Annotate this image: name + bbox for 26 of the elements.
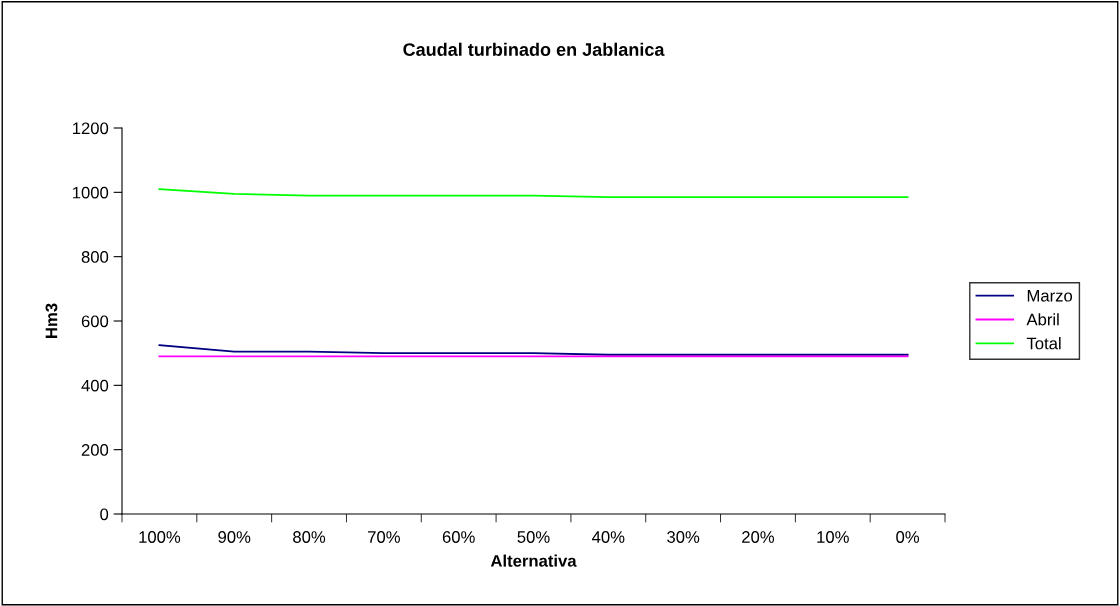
y-tick-label: 200 [81,444,109,456]
line-series [158,344,909,356]
y-tick-label: 0 [100,508,109,521]
x-axis-title: Alternativa [490,554,577,567]
x-tick-label: 30% [667,531,700,543]
line-series [158,188,909,199]
x-tick-label: 50% [517,531,550,543]
y-tick-label: 1200 [73,122,109,135]
x-tick-label: 0% [896,531,920,543]
x-tick-label: 70% [368,531,400,543]
y-tick-label: 600 [81,315,109,328]
x-tick-label: 40% [592,531,625,543]
legend-label: Total [1026,337,1061,350]
x-tick-label: 20% [742,531,775,543]
y-tick-label: 800 [81,251,109,263]
x-tick-label: 90% [218,531,251,543]
x-tick-label: 100% [139,531,181,543]
legend-label: Abril [1026,313,1059,326]
legend-label: Marzo [1027,289,1073,302]
y-tick-label: 1000 [73,186,109,199]
x-tick-label: 80% [293,531,326,543]
y-axis-title: Hm3 [45,303,58,338]
chart-title: Caudal turbinado en Jablanica [403,42,665,56]
x-tick-label: 60% [442,531,475,543]
y-tick-label: 400 [81,379,109,392]
x-tick-label: 10% [817,531,849,543]
